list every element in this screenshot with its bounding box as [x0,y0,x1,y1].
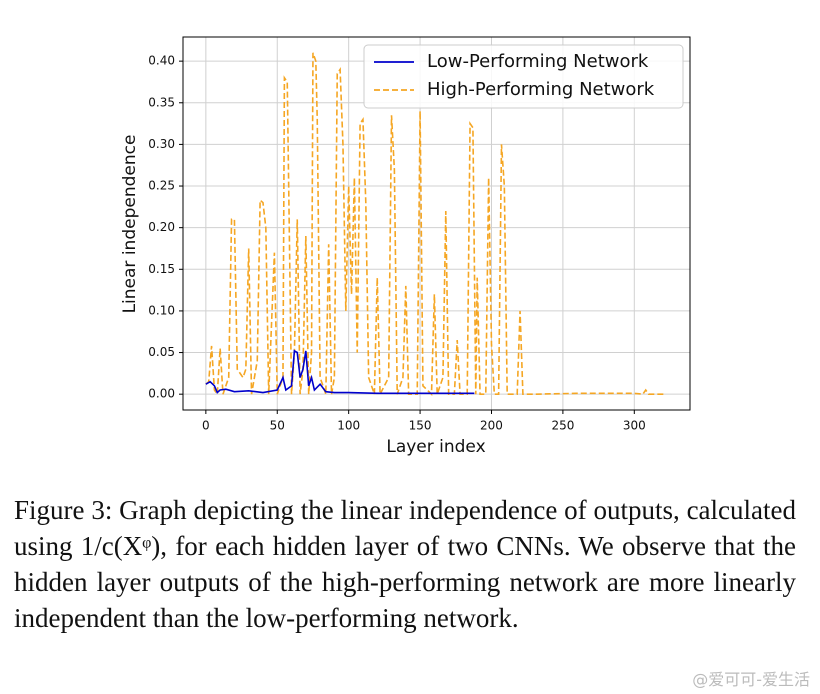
x-tick-label: 200 [480,419,503,433]
x-tick-label: 0 [202,419,210,433]
y-tick-label: 0.40 [148,54,175,68]
y-axis-label: Linear independence [120,135,140,314]
y-tick-label: 0.20 [148,220,175,234]
legend-label: High-Performing Network [427,79,655,100]
y-tick-label: 0.00 [148,387,175,401]
plot-frame [182,36,691,411]
legend-label: Low-Performing Network [427,51,649,72]
x-tick-label: 250 [551,419,574,433]
x-tick-label: 50 [270,419,285,433]
x-tick-label: 150 [409,419,432,433]
y-tick-label: 0.05 [148,345,175,359]
x-tick-label: 300 [623,419,646,433]
y-tick-label: 0.25 [148,179,175,193]
y-tick-label: 0.15 [148,262,175,276]
x-tick-label: 100 [337,419,360,433]
data-line [205,52,666,397]
legend-box [363,44,684,109]
y-tick-label: 0.10 [148,303,175,317]
data-line [205,349,475,395]
y-tick-label: 0.30 [148,137,175,151]
chart: Layer index Linear independence 0.00 0.05… [120,36,691,457]
caption: Figure 3: Graph depicting the linear ind… [14,495,796,633]
watermark: @爱可可-爱生活 [692,670,810,689]
y-tick-label: 0.35 [148,95,175,109]
x-axis-label: Layer index [386,437,485,457]
